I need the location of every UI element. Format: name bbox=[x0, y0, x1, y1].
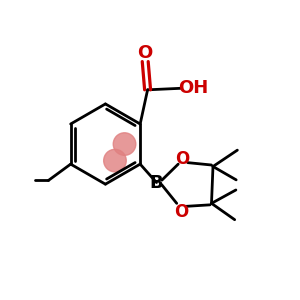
Text: O: O bbox=[138, 44, 153, 62]
Text: O: O bbox=[174, 203, 188, 221]
Text: B: B bbox=[150, 173, 163, 191]
Circle shape bbox=[113, 133, 136, 155]
Text: OH: OH bbox=[178, 79, 208, 97]
Circle shape bbox=[104, 149, 126, 172]
Text: O: O bbox=[176, 150, 190, 168]
